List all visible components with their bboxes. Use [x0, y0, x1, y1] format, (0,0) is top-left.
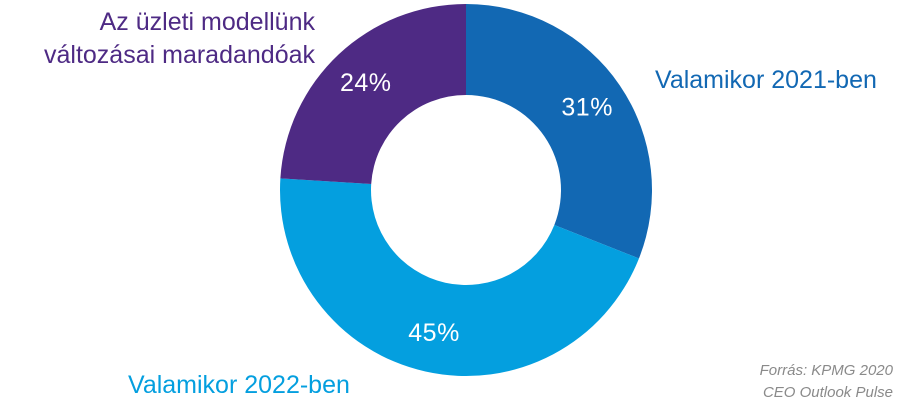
- source-note: Forrás: KPMG 2020 CEO Outlook Pulse: [760, 360, 893, 400]
- source-line-1: Forrás: KPMG 2020: [759, 362, 893, 379]
- category-label-2022: Valamikor 2022-ben: [128, 371, 350, 399]
- slice-2022: [280, 178, 639, 376]
- category-label-2021: Valamikor 2021-ben: [655, 66, 877, 94]
- slice-label-2022: 45%: [408, 319, 460, 347]
- source-line-2: CEO Outlook Pulse: [762, 384, 893, 400]
- slice-2021: [466, 4, 652, 259]
- slice-label-2021: 31%: [561, 94, 613, 122]
- category-label-permanent-change: Az üzleti modellünk változásai maradandó…: [44, 8, 315, 69]
- slice-label-permanent: 24%: [340, 69, 392, 97]
- slice-permanent: [280, 4, 466, 185]
